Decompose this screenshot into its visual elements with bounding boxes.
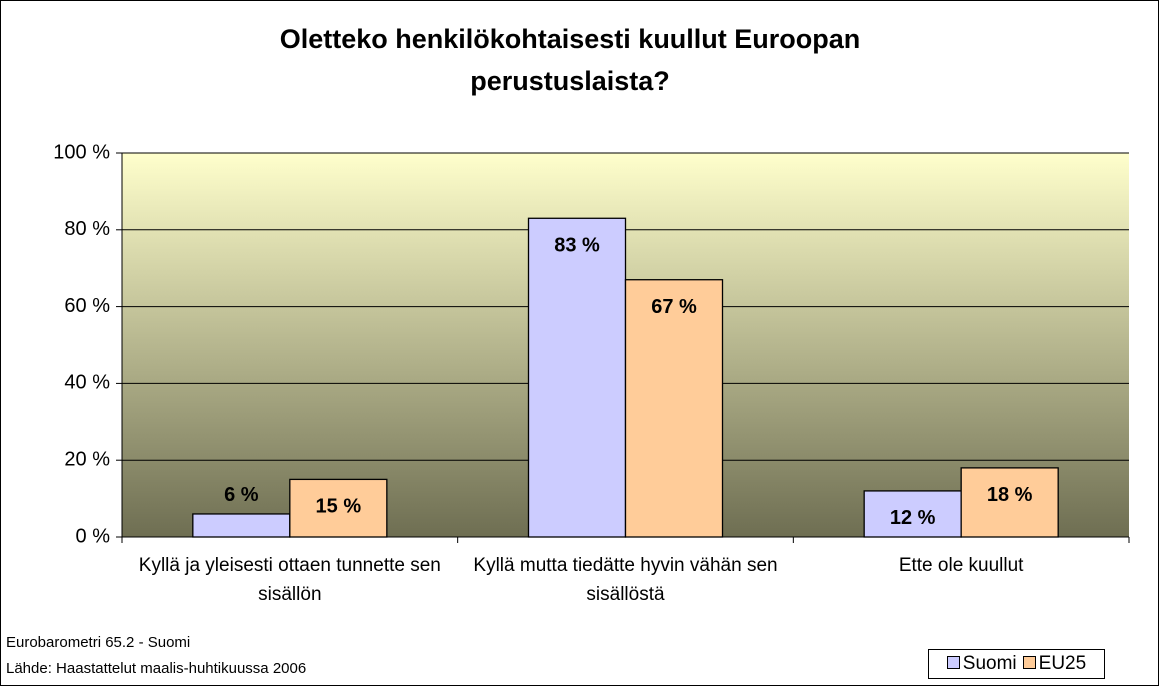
value-label: 83 % xyxy=(554,235,600,257)
legend-item: Suomi xyxy=(946,653,1017,675)
legend-swatch xyxy=(946,656,960,669)
y-tick-label: 100 % xyxy=(53,141,110,163)
bar xyxy=(960,467,1059,538)
legend-item: EU25 xyxy=(1022,653,1087,675)
bar xyxy=(192,513,291,538)
x-tick-label: Ette ole kuullut xyxy=(898,555,1024,576)
legend-swatch xyxy=(1022,656,1036,669)
note: Eurobarometri 65.2 - Suomi xyxy=(6,634,191,651)
bar xyxy=(527,217,627,538)
y-tick-label: 20 % xyxy=(64,448,110,470)
y-tick-label: 60 % xyxy=(64,295,110,317)
bar xyxy=(863,490,962,538)
value-label: 12 % xyxy=(890,507,936,529)
legend: Suomi EU25 xyxy=(928,649,1105,679)
value-label: 15 % xyxy=(316,496,362,518)
legend-label: EU25 xyxy=(1038,653,1087,674)
y-tick-label: 0 % xyxy=(76,525,111,547)
note: Lähde: Haastattelut maalis-huhtikuussa 2… xyxy=(6,660,307,677)
chart-title: Oletteko henkilökohtaisesti kuullut Euro… xyxy=(279,24,861,96)
x-tick-label: Kyllä ja yleisesti ottaen tunnette sen s… xyxy=(138,555,441,605)
bar xyxy=(624,279,724,538)
value-label: 6 % xyxy=(224,484,259,506)
legend-label: Suomi xyxy=(962,653,1017,674)
bar xyxy=(289,478,388,538)
y-tick-label: 80 % xyxy=(64,218,110,240)
value-label: 18 % xyxy=(987,484,1033,506)
x-tick-label: Kyllä mutta tiedätte hyvin vähän sen sis… xyxy=(473,555,778,605)
value-label: 67 % xyxy=(651,296,697,318)
y-tick-label: 40 % xyxy=(64,372,110,394)
